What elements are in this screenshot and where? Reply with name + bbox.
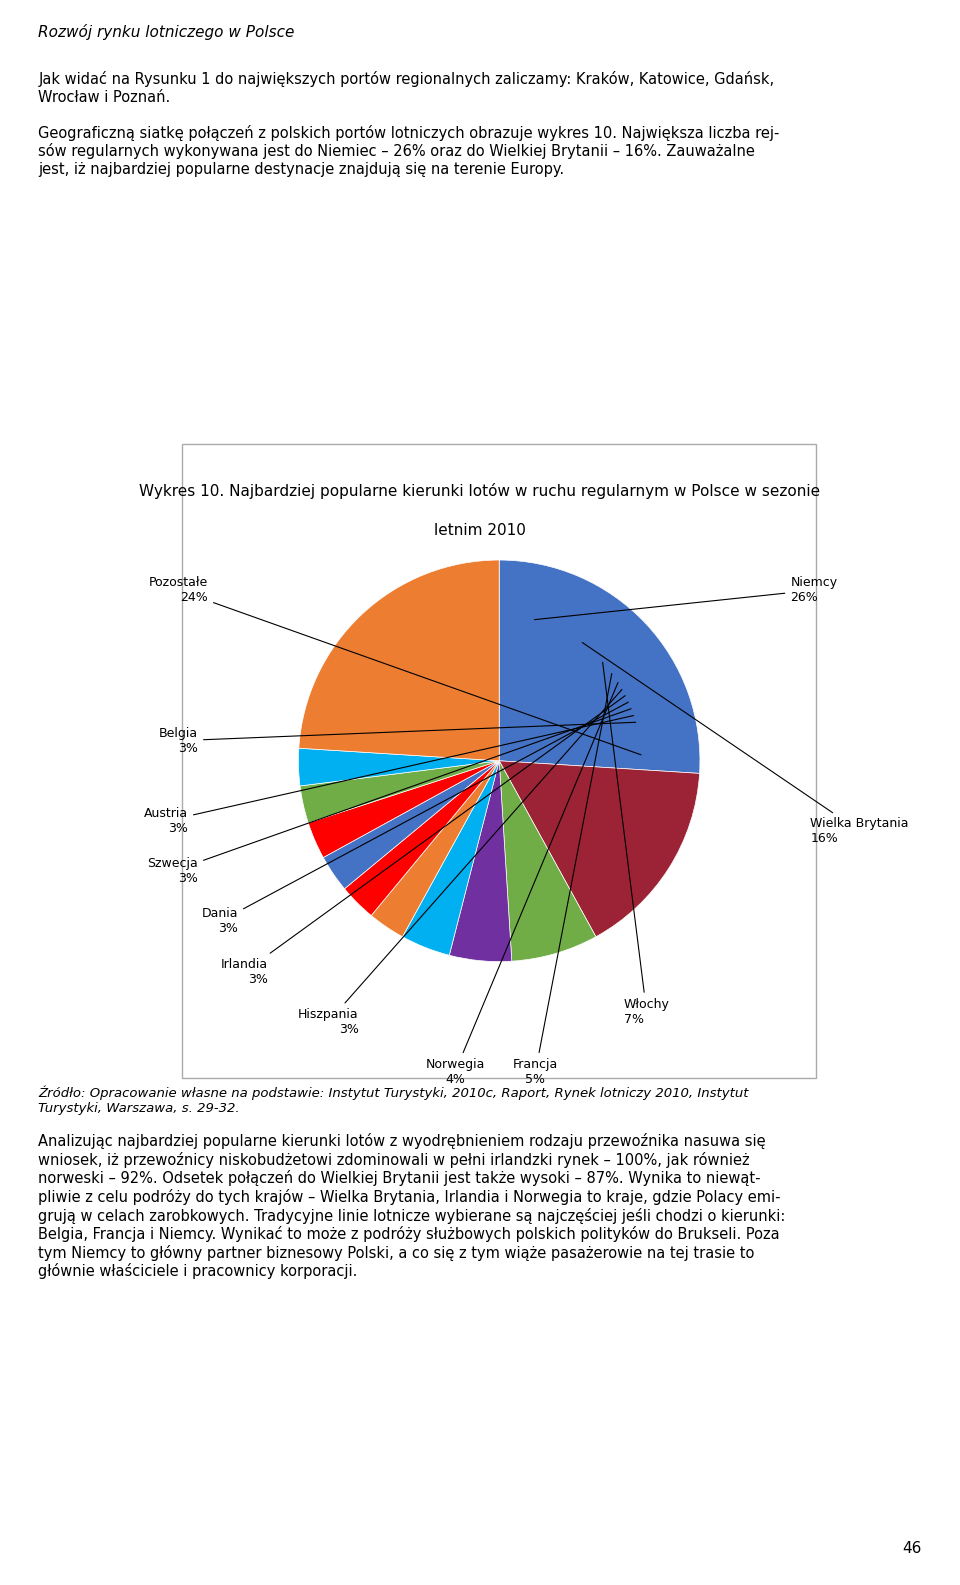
Text: Jak widać na Rysunku 1 do największych portów regionalnych zaliczamy: Kraków, Ka: Jak widać na Rysunku 1 do największych p… <box>38 71 780 176</box>
Wedge shape <box>345 761 499 916</box>
Wedge shape <box>499 761 700 937</box>
Text: Szwecja
3%: Szwecja 3% <box>147 708 631 884</box>
Wedge shape <box>402 761 499 956</box>
Text: Norwegia
4%: Norwegia 4% <box>425 683 618 1086</box>
Text: Dania
3%: Dania 3% <box>202 702 628 935</box>
Text: Francja
5%: Francja 5% <box>513 674 612 1086</box>
Wedge shape <box>324 761 499 889</box>
Text: Austria
3%: Austria 3% <box>144 715 634 835</box>
Text: Analizując najbardziej popularne kierunki lotów z wyodrębnieniem rodzaju przewoź: Analizując najbardziej popularne kierunk… <box>38 1133 786 1279</box>
Wedge shape <box>299 560 499 761</box>
Text: Wykres 10. Najbardziej popularne kierunki lotów w ruchu regularnym w Polsce w se: Wykres 10. Najbardziej popularne kierunk… <box>139 483 821 499</box>
Wedge shape <box>372 761 499 937</box>
Wedge shape <box>300 761 499 823</box>
Text: Włochy
7%: Włochy 7% <box>603 663 669 1025</box>
Text: Pozostałe
24%: Pozostałe 24% <box>149 577 641 754</box>
Text: Irlandia
3%: Irlandia 3% <box>221 696 625 986</box>
Wedge shape <box>308 761 499 857</box>
Wedge shape <box>499 761 596 961</box>
Text: Belgia
3%: Belgia 3% <box>159 723 636 754</box>
Wedge shape <box>499 560 700 773</box>
Text: Rozwój rynku lotniczego w Polsce: Rozwój rynku lotniczego w Polsce <box>38 24 295 40</box>
Wedge shape <box>449 761 512 962</box>
Wedge shape <box>299 748 499 786</box>
Text: 46: 46 <box>902 1542 922 1556</box>
Text: Hiszpania
3%: Hiszpania 3% <box>298 689 622 1035</box>
Text: letnim 2010: letnim 2010 <box>434 523 526 537</box>
Text: Wielka Brytania
16%: Wielka Brytania 16% <box>583 642 909 845</box>
Text: Źródło: Opracowanie własne na podstawie: Instytut Turystyki, 2010c, Raport, Ryne: Źródło: Opracowanie własne na podstawie:… <box>38 1086 749 1116</box>
Text: Niemcy
26%: Niemcy 26% <box>535 577 837 620</box>
